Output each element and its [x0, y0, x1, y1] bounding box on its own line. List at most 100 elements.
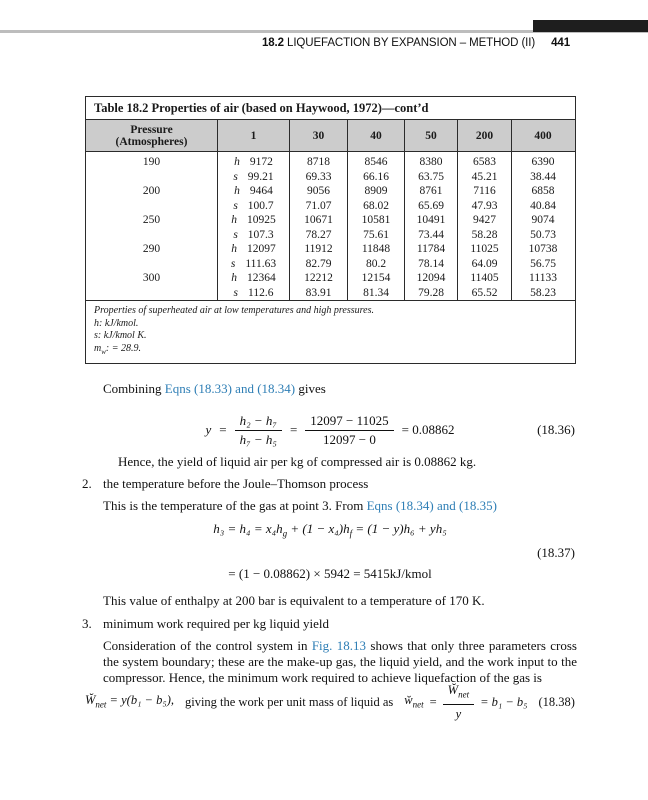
- value-cell: 9056: [290, 184, 348, 199]
- footnote-line: Properties of superheated air at low tem…: [94, 305, 374, 316]
- value: 9464: [249, 185, 273, 197]
- table-title: Table 18.2 Properties of air (based on H…: [86, 97, 575, 120]
- equation-label: (18.36): [537, 422, 575, 437]
- pressure-cell: 300: [86, 271, 218, 286]
- section-title: LIQUEFACTION BY EXPANSION – METHOD (II): [283, 37, 536, 49]
- value-cell: 79.28: [405, 285, 458, 300]
- column-header: 200: [458, 120, 512, 151]
- value-cell: 8909: [348, 184, 405, 199]
- column-header: 40: [348, 120, 405, 151]
- fig-18-13-link[interactable]: Fig. 18.13: [311, 638, 367, 653]
- value: 107.3: [247, 228, 274, 241]
- table-row: s 107.3 78.27 75.61 73.44 58.28 50.73: [86, 227, 575, 242]
- running-head: 18.2 LIQUEFACTION BY EXPANSION – METHOD …: [262, 37, 570, 49]
- paragraph-point3: This is the temperature of the gas at po…: [103, 498, 497, 513]
- page-number: 441: [551, 37, 570, 49]
- value-cell: 11025: [458, 242, 512, 257]
- value-cell: 64.09: [458, 256, 512, 271]
- value-cell: 38.44: [530, 170, 556, 183]
- value-cell: 12154: [348, 271, 405, 286]
- value-cell: h 12097: [218, 242, 290, 257]
- value-cell: 65.52: [458, 285, 512, 300]
- table-row: 300 h 12364 12212 12154 12094 11405 11133: [86, 271, 575, 286]
- value-cell: h 12364: [218, 271, 290, 286]
- list-number: 2.: [82, 476, 92, 491]
- value: 9172: [249, 156, 273, 168]
- equation-label: (18.38): [538, 695, 575, 709]
- row-label: h: [234, 185, 240, 197]
- equation-18-37-line2: = (1 − 0.08862) × 5942 = 5415kJ/kmol: [228, 566, 432, 581]
- pressure-column-header: Pressure (Atmospheres): [86, 120, 218, 151]
- value-cell: h 9172: [218, 152, 290, 170]
- properties-table: Table 18.2 Properties of air (based on H…: [85, 96, 576, 364]
- footnote-line: s: kJ/kmol K.: [94, 330, 147, 341]
- column-header: 30: [290, 120, 348, 151]
- pressure-cell: 190: [86, 152, 218, 170]
- value: 100.7: [247, 199, 274, 212]
- value-cell: 9074: [531, 214, 555, 226]
- pressure-cell: [86, 198, 218, 213]
- row-label: s: [233, 170, 238, 183]
- row-label: h: [231, 272, 237, 284]
- value-cell: s 107.3: [218, 227, 290, 242]
- value-cell: 12212: [290, 271, 348, 286]
- value-cell: 8718: [290, 152, 348, 170]
- value-cell: 6858: [531, 185, 555, 197]
- value-cell: 65.69: [405, 198, 458, 213]
- list-number: 3.: [82, 616, 92, 631]
- value: 99.21: [247, 170, 274, 183]
- value-cell: 8546: [348, 152, 405, 170]
- value-cell: 73.44: [405, 227, 458, 242]
- value-cell: 50.73: [530, 228, 556, 241]
- paragraph-enthalpy: This value of enthalpy at 200 bar is equ…: [103, 593, 485, 608]
- value: 10925: [247, 214, 276, 226]
- row-label: s: [233, 199, 238, 212]
- value-cell: 11912: [290, 242, 348, 257]
- value-cell: h 9464: [218, 184, 290, 199]
- value-cell: 82.79: [290, 256, 348, 271]
- row-label: h: [231, 214, 237, 226]
- value-cell: 10581: [348, 213, 405, 228]
- value-cell: 11133: [529, 272, 557, 284]
- table-header-row: Pressure (Atmospheres) 1 30 40 50 200 40…: [86, 120, 575, 152]
- value-cell: 56.75: [530, 257, 556, 270]
- paragraph-combining: Combining Eqns (18.33) and (18.34) gives: [103, 381, 326, 396]
- pressure-cell: [86, 227, 218, 242]
- row-label: s: [233, 228, 238, 241]
- value-cell: 8380: [405, 152, 458, 170]
- pressure-cell: [86, 256, 218, 271]
- table-row: 250 h 10925 10671 10581 10491 9427 9074: [86, 213, 575, 228]
- value-cell: h 10925: [218, 213, 290, 228]
- eqn-18-33-34-link[interactable]: Eqns (18.33) and (18.34): [164, 381, 296, 396]
- value: 12364: [247, 272, 276, 284]
- table-row: 290 h 12097 11912 11848 11784 11025 10738: [86, 242, 575, 257]
- value-cell: 12094: [405, 271, 458, 286]
- value-cell: s 112.6: [218, 285, 290, 300]
- table-row: s 100.7 71.07 68.02 65.69 47.93 40.84: [86, 198, 575, 213]
- value: 112.6: [248, 286, 274, 299]
- equation-18-38: W̆net = y(b₁ − b₅), giving the work per …: [85, 683, 575, 721]
- pressure-cell: [86, 285, 218, 300]
- value-cell: 75.61: [348, 227, 405, 242]
- value-cell: 9427: [458, 213, 512, 228]
- value-cell: 58.28: [458, 227, 512, 242]
- paragraph-hence: Hence, the yield of liquid air per kg of…: [118, 454, 477, 469]
- fraction: 12097 − 11025 12097 − 0: [305, 413, 394, 448]
- value-cell: 68.02: [348, 198, 405, 213]
- row-label: s: [233, 286, 239, 299]
- value: 111.63: [245, 257, 277, 270]
- table-body: 190 h 9172 8718 8546 8380 6583 6390 s 99.21 69.33 6…: [86, 152, 575, 300]
- value-cell: 58.23: [530, 286, 556, 299]
- equation-18-37-line1: h₃ = h₄ = x₄hg + (1 − x₄)hf = (1 − y)h₆ …: [213, 521, 447, 539]
- list-item-3: 3. minimum work required per kg liquid yi…: [82, 616, 330, 631]
- eqn-18-34-35-link[interactable]: Eqns (18.34) and (18.35): [366, 498, 497, 513]
- pressure-cell: 250: [86, 213, 218, 228]
- list-item-2: 2. the temperature before the Joule–Thoms…: [82, 476, 369, 491]
- section-number: 18.2: [261, 37, 284, 49]
- table-row: s 112.6 83.91 81.34 79.28 65.52 58.23: [86, 285, 575, 300]
- value-cell: 7116: [458, 184, 512, 199]
- value-cell: 8761: [405, 184, 458, 199]
- row-label: h: [231, 243, 237, 255]
- pressure-cell: [86, 169, 218, 184]
- value-cell: 10671: [290, 213, 348, 228]
